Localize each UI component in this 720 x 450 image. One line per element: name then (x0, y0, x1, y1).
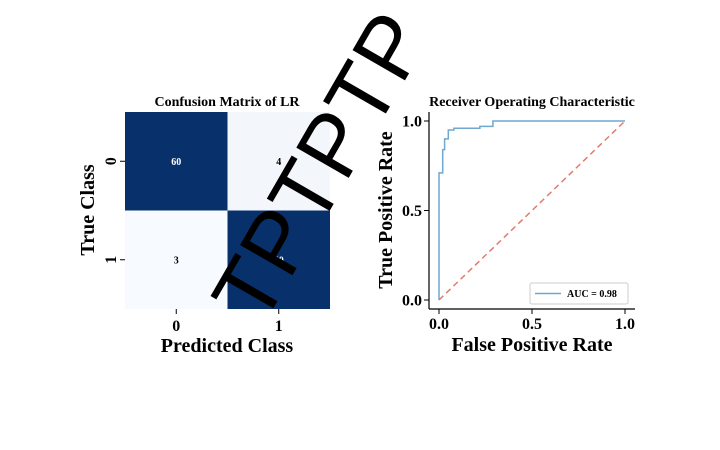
heatmap-cell (227, 210, 330, 309)
roc-chart: Receiver Operating Characteristic 0.0 0.5… (375, 95, 635, 356)
confusion-matrix-cells: 60 4 3 60 (125, 112, 330, 309)
roc-legend: AUC = 0.98 (529, 282, 629, 305)
x-tick-label: 0.0 (429, 316, 449, 333)
heatmap-cell (125, 112, 228, 211)
roc-legend-frame (529, 282, 629, 305)
roc-ylabel: True Positive Rate (375, 131, 397, 288)
heatmap-cell (125, 210, 228, 309)
y-tick-label: 0.0 (402, 293, 422, 310)
y-tick-label: 0 (103, 157, 120, 165)
heatmap-cell-label: 60 (274, 255, 284, 266)
roc-plot-area (438, 120, 626, 301)
roc-curve (438, 120, 625, 300)
roc-title: Receiver Operating Characteristic (429, 95, 635, 110)
roc-legend-label: AUC = 0.98 (567, 289, 617, 300)
confusion-matrix-xlabel: Predicted Class (161, 335, 294, 357)
heatmap-cell (227, 112, 330, 211)
x-tick-label: 1.0 (615, 316, 635, 333)
heatmap-cell-label: 60 (171, 157, 181, 168)
roc-axes (428, 112, 635, 310)
x-tick-label: 1 (275, 318, 283, 335)
x-tick-label: 0.5 (522, 316, 542, 333)
confusion-matrix-ylabel: True Class (77, 164, 99, 256)
heatmap-cell-label: 4 (276, 157, 281, 168)
x-tick-label: 0 (172, 318, 180, 335)
chance-line (438, 120, 626, 301)
roc-x-ticks: 0.0 0.5 1.0 (429, 309, 635, 333)
confusion-matrix-title: Confusion Matrix of LR (154, 95, 300, 110)
roc-xlabel: False Positive Rate (451, 334, 612, 356)
y-tick-label: 1.0 (402, 114, 422, 131)
y-tick-label: 1 (103, 256, 120, 264)
y-tick-label: 0.5 (402, 203, 422, 220)
heatmap-cell-label: 3 (174, 255, 179, 266)
roc-y-ticks: 0.0 0.5 1.0 (402, 114, 429, 310)
confusion-matrix-y-ticks: 01 (103, 157, 125, 264)
